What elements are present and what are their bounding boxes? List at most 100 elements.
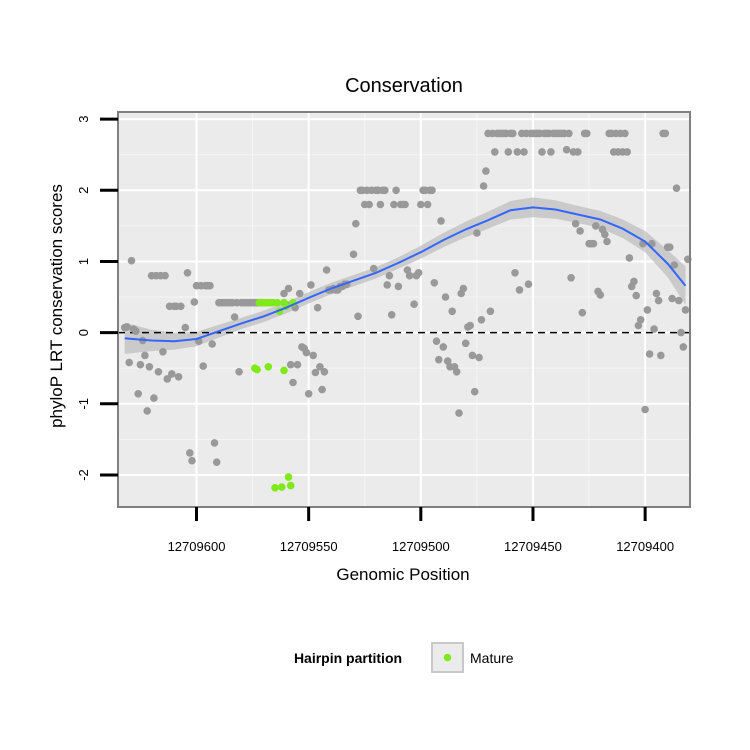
data-point	[199, 362, 207, 370]
data-point	[666, 243, 674, 251]
data-point	[154, 368, 163, 376]
data-point	[322, 266, 331, 274]
data-point	[596, 291, 605, 299]
data-point	[369, 264, 378, 273]
x-tick-label: 12709450	[504, 539, 562, 554]
data-point	[547, 148, 555, 156]
y-axis-label: phyloP LRT conservation scores	[47, 184, 66, 428]
data-point	[145, 363, 154, 371]
plot-panel	[117, 111, 692, 508]
data-point	[159, 348, 167, 356]
data-point	[515, 286, 524, 294]
data-point	[414, 269, 423, 277]
data-point	[681, 306, 690, 314]
data-point	[583, 129, 591, 138]
data-point	[307, 281, 315, 289]
data-point	[634, 321, 643, 330]
data-point	[383, 281, 392, 289]
data-point	[401, 200, 409, 209]
data-point	[470, 387, 479, 396]
data-point	[430, 279, 439, 287]
data-point	[316, 363, 324, 371]
x-tick-label: 12709500	[392, 539, 450, 554]
data-point	[668, 294, 676, 303]
y-tick-label: -1	[76, 398, 91, 410]
data-point	[177, 302, 185, 311]
data-point	[188, 456, 196, 465]
data-point	[235, 368, 243, 376]
x-tick-label: 12709600	[168, 539, 226, 554]
data-point	[574, 148, 582, 156]
data-point	[352, 219, 360, 228]
data-point	[410, 300, 418, 309]
data-point	[589, 239, 598, 248]
legend: Hairpin partition Mature	[294, 642, 514, 673]
x-axis-label: Genomic Position	[336, 565, 469, 584]
data-point	[675, 296, 683, 305]
y-tick-label: 3	[76, 115, 91, 122]
y-tick-label: 2	[76, 187, 91, 194]
data-point	[376, 200, 385, 209]
data-point	[230, 313, 239, 321]
data-point	[183, 269, 192, 277]
data-point	[435, 355, 443, 364]
data-point	[423, 200, 432, 209]
data-point	[354, 312, 362, 321]
data-point	[625, 254, 634, 262]
data-point	[654, 296, 663, 305]
data-point	[190, 298, 199, 306]
legend-title: Hairpin partition	[294, 650, 402, 666]
data-point	[394, 282, 403, 291]
data-point	[670, 261, 679, 269]
data-point	[309, 351, 318, 360]
data-point	[127, 256, 136, 265]
data-point	[538, 148, 546, 156]
data-point	[136, 360, 145, 369]
data-point	[385, 271, 394, 280]
data-point	[482, 167, 490, 175]
data-point	[491, 148, 499, 156]
data-point	[650, 325, 658, 333]
data-point	[280, 289, 288, 298]
loess-smooth-line	[124, 206, 687, 343]
legend-mature-marker	[443, 653, 452, 662]
y-tick-label: 1	[76, 258, 91, 265]
data-point	[511, 269, 519, 277]
mature-point	[284, 473, 293, 481]
data-point	[473, 229, 481, 237]
data-point	[636, 316, 645, 324]
y-tick-label: 0	[76, 329, 91, 336]
legend-mature-label: Mature	[470, 650, 514, 666]
data-point	[459, 284, 468, 293]
data-point	[466, 321, 475, 330]
mature-point	[253, 365, 261, 374]
mature-point	[286, 481, 295, 490]
data-point	[672, 184, 681, 192]
data-point	[417, 200, 425, 209]
data-point	[293, 360, 302, 369]
data-point	[392, 186, 400, 195]
x-axis: 12709600 12709550 12709500 12709450 12709400	[168, 507, 674, 554]
data-point	[520, 148, 528, 156]
data-point	[403, 266, 412, 274]
data-point	[134, 390, 142, 398]
data-point	[448, 307, 457, 316]
data-point	[125, 358, 133, 367]
data-point	[455, 409, 463, 417]
data-point	[428, 186, 436, 195]
mature-point	[271, 484, 279, 492]
data-point	[123, 323, 131, 331]
data-point	[318, 385, 326, 394]
data-point	[477, 316, 486, 324]
data-point	[302, 348, 311, 357]
data-point	[468, 351, 477, 360]
data-point	[387, 311, 396, 319]
data-point	[150, 394, 158, 402]
data-point	[161, 271, 169, 280]
data-point	[641, 405, 649, 414]
data-point	[441, 293, 450, 301]
mature-point	[264, 363, 273, 371]
data-point	[504, 148, 513, 156]
data-point	[479, 182, 488, 190]
